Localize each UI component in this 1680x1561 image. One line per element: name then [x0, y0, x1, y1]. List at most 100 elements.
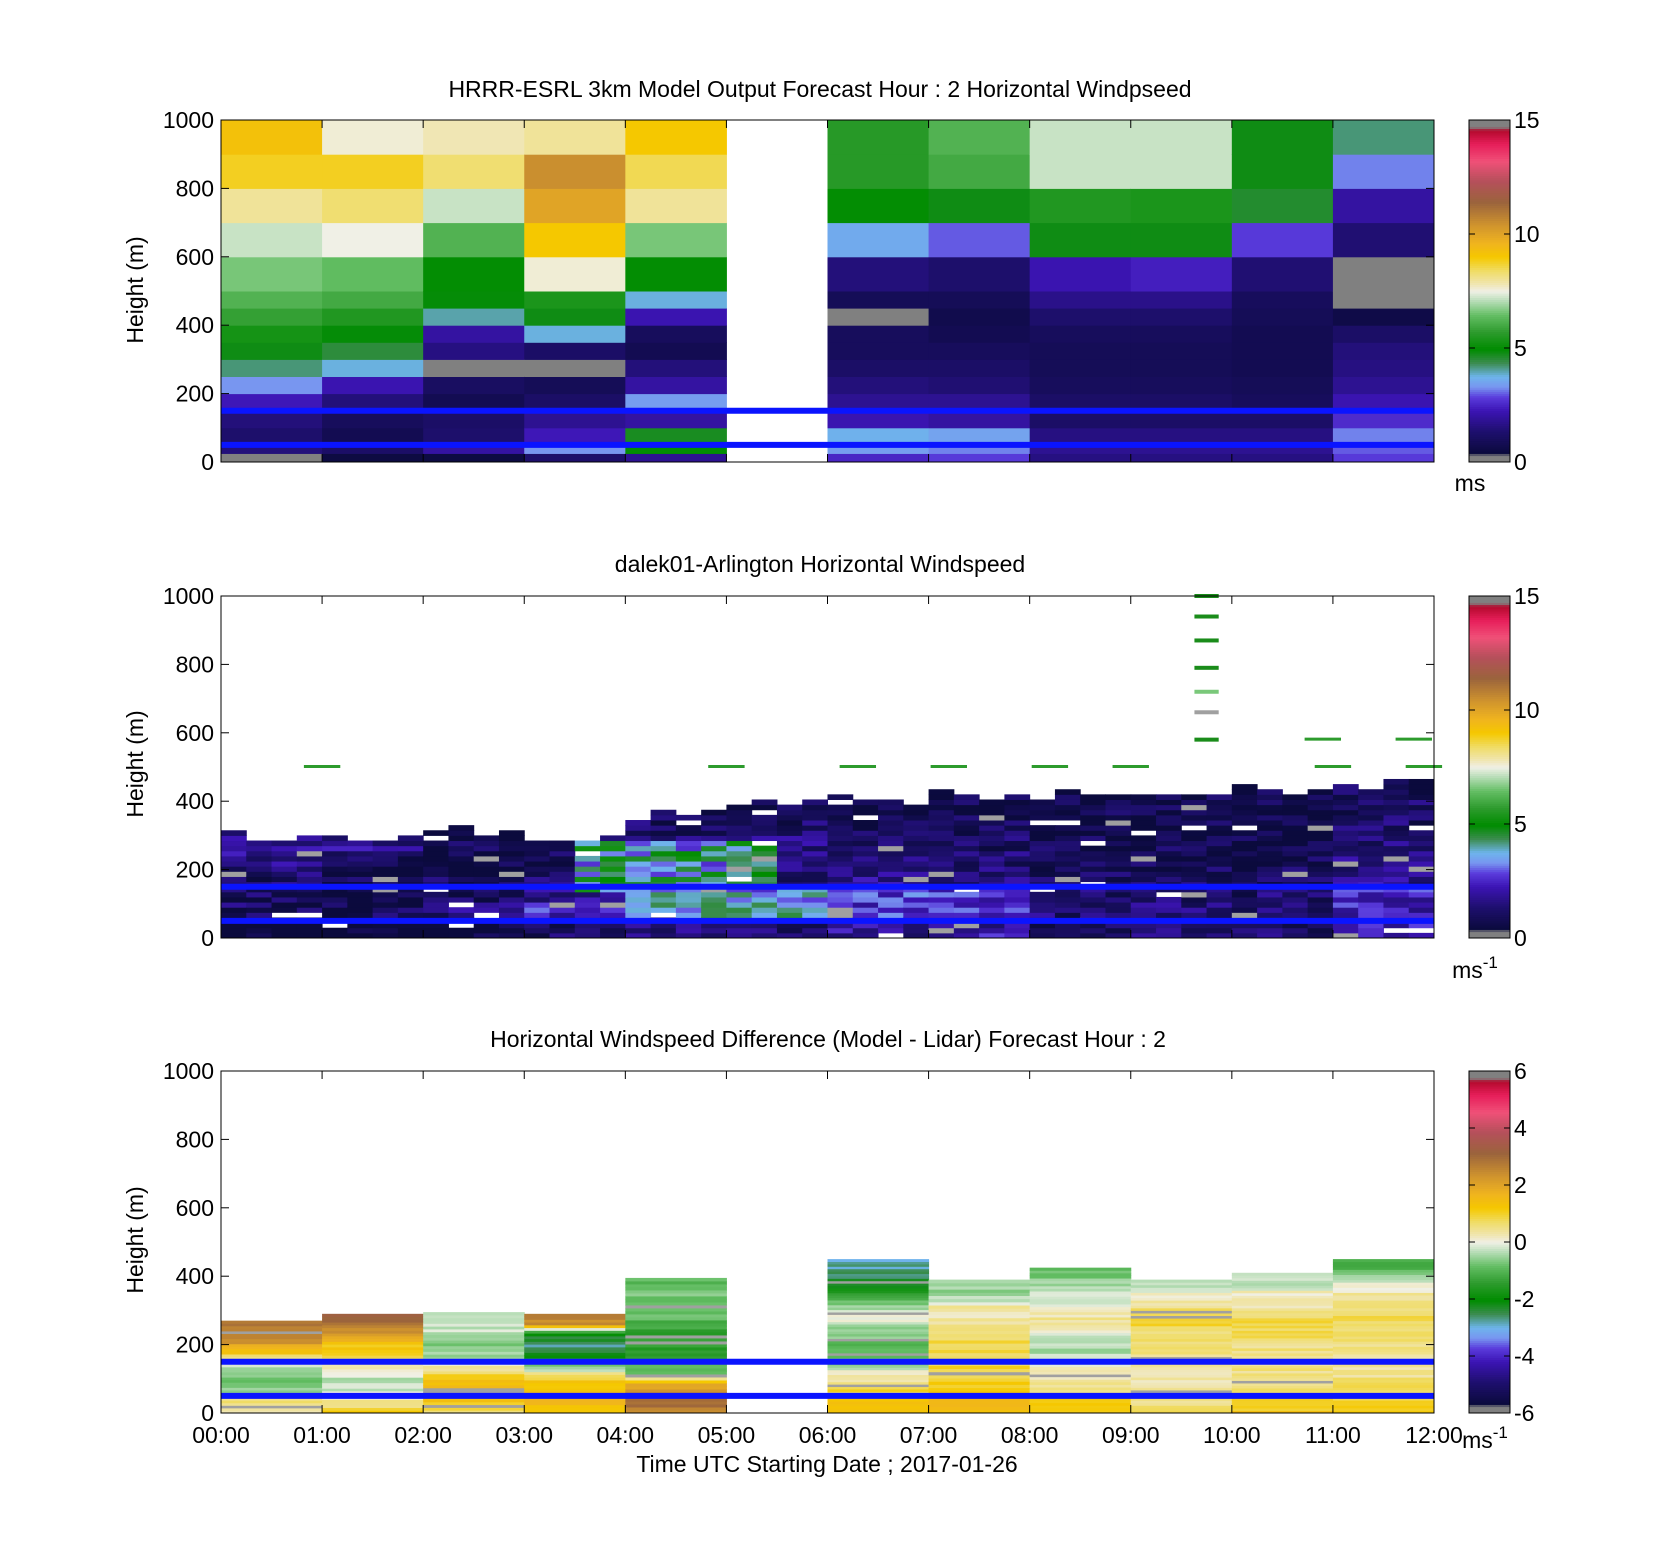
heatmap-cell: [322, 1399, 424, 1403]
colorbar-band: [1469, 910, 1510, 913]
colorbar-tick-label: -2: [1514, 1286, 1534, 1312]
colorbar-band: [1469, 1246, 1510, 1249]
heatmap-cell: [953, 830, 980, 836]
heatmap-cell: [423, 922, 449, 929]
heatmap-cell: [1156, 927, 1182, 934]
heatmap-cell: [221, 1366, 323, 1370]
heatmap-cell: [827, 1261, 930, 1265]
colorbar-band: [1469, 1156, 1510, 1160]
heatmap-cell: [625, 840, 652, 847]
colorbar-band: [1469, 1233, 1510, 1237]
heatmap-cell: [878, 891, 904, 898]
heatmap-cell: [1332, 291, 1435, 309]
heatmap-cell: [600, 902, 626, 908]
colorbar-band: [1469, 389, 1510, 392]
heatmap-cell: [625, 1283, 727, 1288]
heatmap-cell: [1332, 1307, 1435, 1311]
heatmap-cell: [953, 932, 980, 939]
heatmap-cell: [322, 1407, 424, 1411]
heatmap-cell: [625, 222, 727, 258]
heatmap-cell: [397, 902, 424, 908]
heatmap-cell: [726, 814, 753, 821]
heatmap-cell: [852, 861, 879, 867]
heatmap-cell: [1181, 850, 1208, 857]
colorbar-band: [1469, 134, 1510, 138]
heatmap-cell: [827, 1372, 930, 1376]
heatmap-cell: [979, 861, 1005, 867]
heatmap-cell: [953, 820, 980, 826]
heatmap-cell: [1130, 809, 1157, 816]
heatmap-cell: [423, 1384, 525, 1389]
heatmap-cell: [1282, 902, 1309, 908]
colorbar-band: [1469, 425, 1510, 429]
heatmap-cell: [1408, 845, 1435, 852]
heatmap-cell: [1130, 154, 1233, 189]
heatmap-cell: [1130, 825, 1157, 831]
heatmap-cell: [1029, 876, 1056, 883]
heatmap-cell: [221, 1377, 323, 1381]
heatmap-cell: [221, 1356, 323, 1360]
heatmap-cell: [928, 809, 955, 816]
heatmap-cell: [1080, 845, 1106, 852]
heatmap-cell: [625, 410, 727, 429]
heatmap-cell: [549, 845, 576, 852]
heatmap-cell: [827, 871, 854, 877]
heatmap-cell: [953, 814, 980, 821]
colorbar-band: [1469, 214, 1510, 217]
heatmap-cell: [1054, 861, 1081, 867]
heatmap-cell: [1156, 804, 1182, 811]
heatmap-cell: [221, 1325, 323, 1329]
colorbar-band: [1469, 1071, 1510, 1074]
colorbar-band: [1469, 871, 1510, 875]
heatmap-cell: [1332, 1279, 1435, 1283]
heatmap-cell: [1206, 820, 1233, 826]
heatmap-cell: [1231, 1370, 1334, 1374]
colorbar-band: [1469, 816, 1510, 819]
colorbar-band: [1469, 201, 1510, 204]
heatmap-cell: [1029, 1366, 1132, 1370]
heatmap-cell: [524, 1377, 626, 1381]
heatmap-cell: [1029, 1291, 1132, 1295]
colorbar-band: [1469, 1115, 1510, 1119]
heatmap-cell: [322, 1319, 424, 1323]
heatmap-cell: [827, 855, 854, 862]
heatmap-cell: [802, 922, 828, 929]
colorbar-band: [1469, 1118, 1510, 1121]
colorbar-band: [1469, 1271, 1510, 1275]
heatmap-cell: [1029, 427, 1132, 446]
heatmap-cell: [1257, 927, 1283, 934]
colorbar-band: [1469, 1203, 1510, 1207]
heatmap-cell: [827, 1398, 930, 1402]
heatmap-cell: [423, 120, 525, 155]
colorbar-band: [1469, 876, 1510, 879]
colorbar-band: [1469, 1306, 1510, 1309]
y-axis-label: Height (m): [122, 1186, 148, 1293]
colorbar-band: [1469, 867, 1510, 871]
heatmap-cell: [221, 1333, 323, 1337]
heatmap-cell: [675, 866, 702, 872]
heatmap-cell: [827, 1299, 930, 1303]
heatmap-cell: [928, 907, 955, 913]
heatmap-cell: [1029, 861, 1056, 867]
heatmap-cell: [726, 835, 753, 842]
heatmap-cell: [903, 804, 930, 811]
heatmap-cell: [1130, 1315, 1233, 1319]
heatmap-cell: [322, 308, 424, 326]
heatmap-cell: [322, 1313, 424, 1318]
heatmap-cell: [322, 845, 348, 852]
heatmap-cell: [852, 804, 879, 811]
heatmap-cell: [1257, 830, 1283, 836]
heatmap-cell: [1029, 799, 1056, 806]
heatmap-cell: [1408, 855, 1435, 862]
heatmap-cell: [1257, 896, 1283, 903]
heatmap-cell: [827, 1374, 930, 1378]
colorbar-band: [1469, 406, 1510, 410]
colorbar-band: [1469, 818, 1510, 821]
heatmap-cell: [751, 799, 778, 806]
colorbar-band: [1469, 222, 1510, 226]
colorbar-band: [1469, 805, 1510, 809]
heatmap-cell: [397, 845, 424, 852]
heatmap-cell: [1029, 1381, 1132, 1385]
heatmap-cell: [524, 1371, 626, 1375]
heatmap-cell: [751, 866, 778, 872]
